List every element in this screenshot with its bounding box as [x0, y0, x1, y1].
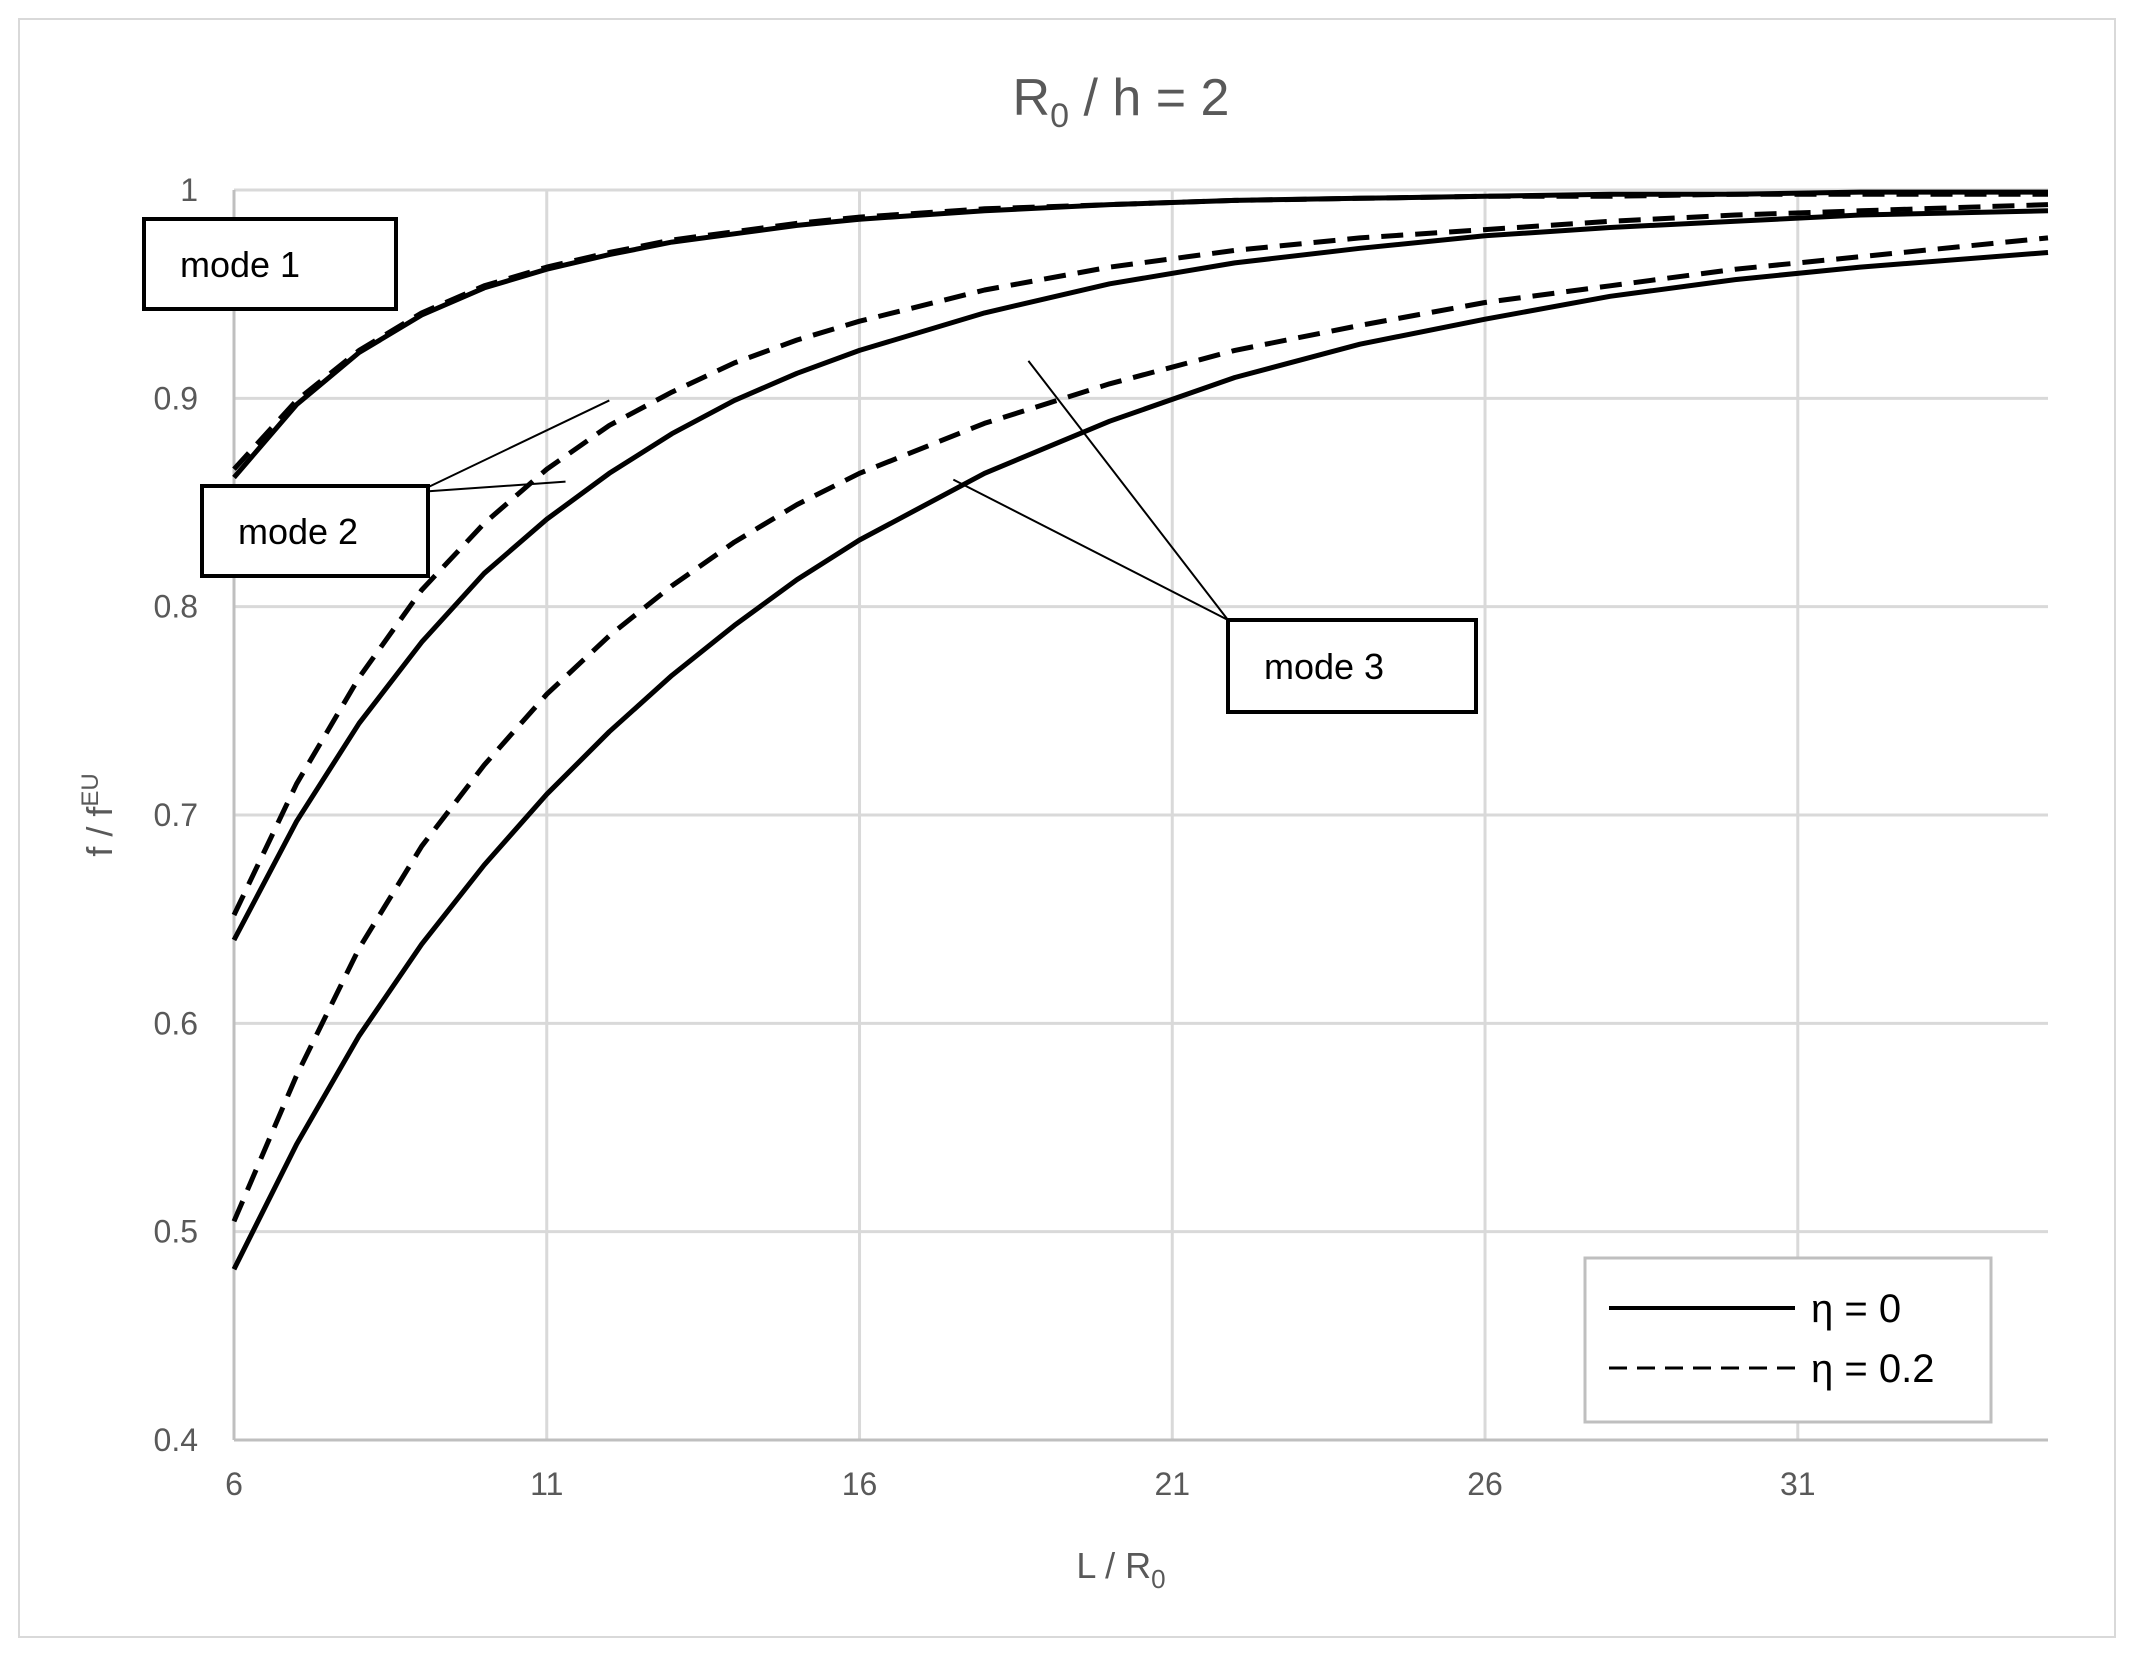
y-tick-label: 0.4: [154, 1422, 198, 1458]
callout-label: mode 2: [238, 511, 358, 552]
callout-leader-line: [1027, 360, 1229, 621]
series-line-mode2-solid: [231, 208, 2049, 942]
callout-box: [142, 217, 398, 311]
series-line-mode1-dashed: [232, 191, 2048, 471]
x-tick-label: 31: [1780, 1466, 1816, 1502]
x-tick-label: 21: [1154, 1466, 1190, 1502]
y-tick-label: 0.7: [154, 797, 198, 833]
callouts: mode 1 mode 2 mode 3: [142, 217, 1478, 714]
legend-label: η = 0.2: [1811, 1347, 1934, 1391]
x-tick-label: 11: [530, 1466, 563, 1502]
axes: 0.40.50.60.70.80.916 11 16 21 26 31: [154, 172, 2048, 1502]
legend-label: η = 0: [1811, 1287, 1901, 1331]
chart-title: R0 / h = 2: [1013, 69, 1230, 135]
x-tick-label: 16: [842, 1466, 878, 1502]
y-axis-title-group: f / fEU: [77, 773, 120, 856]
callout-leader-line: [417, 480, 566, 493]
callout-label: mode 1: [180, 244, 300, 285]
y-tick-label: 1: [180, 172, 198, 208]
x-tick-label: 6: [225, 1466, 243, 1502]
series-line-mode3-dashed: [231, 235, 2049, 1223]
x-tick-label: 26: [1467, 1466, 1503, 1502]
callout-box: [200, 484, 430, 578]
y-tick-label: 0.6: [154, 1005, 198, 1041]
series-line-mode1-solid: [232, 189, 2048, 480]
callout-label: mode 3: [1264, 646, 1384, 687]
callout-box: [1226, 618, 1478, 714]
series-group: [231, 189, 2049, 1271]
titles: R0 / h = 2 L / R0 f / fEU: [77, 69, 1229, 1594]
series-line-mode3-solid: [231, 250, 2049, 1271]
series-line-mode2-dashed: [231, 202, 2049, 917]
callout-leader-line: [417, 399, 610, 493]
y-tick-label: 0.5: [154, 1214, 198, 1250]
callout-leader-line: [952, 478, 1229, 621]
legend: η = 0 η = 0.2: [1583, 1256, 1993, 1424]
x-axis-title: L / R0: [1076, 1545, 1165, 1594]
y-axis-title: f / fEU: [77, 773, 120, 856]
legend-box: [1583, 1256, 1993, 1424]
y-tick-label: 0.8: [154, 589, 198, 625]
y-tick-label: 0.9: [154, 380, 198, 416]
